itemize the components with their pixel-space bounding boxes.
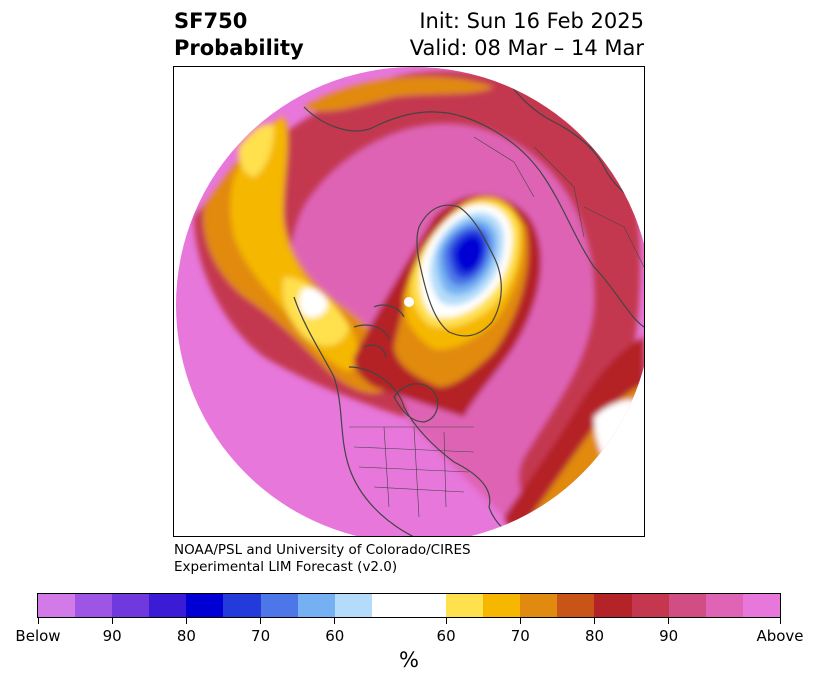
colorbar-tick-label: 70 [510, 627, 530, 645]
colorbar-segment [112, 594, 150, 617]
colorbar-tick-label: Below [15, 627, 61, 645]
colorbar-tick-label: 90 [102, 627, 122, 645]
title-variable: SF750 [174, 9, 248, 33]
colorbar-tick-label: 60 [436, 627, 456, 645]
colorbar-tick [185, 618, 187, 624]
colorbar-tick-label: 90 [659, 627, 679, 645]
colorbar-tick-label: 80 [176, 627, 196, 645]
colorbar-tick-label: 60 [325, 627, 345, 645]
valid-date: Valid: 08 Mar – 14 Mar [409, 36, 644, 60]
western-light-yellow-band [238, 123, 274, 177]
colorbar-tick [779, 618, 781, 624]
colorbar-segment [334, 594, 372, 617]
colorbar-tick-label: Above [756, 627, 804, 645]
arctic-archipelago [353, 304, 405, 358]
colorbar-segment [631, 594, 669, 617]
eurasia-borders [473, 126, 644, 268]
colorbar-segment [742, 594, 780, 617]
northern-rim-orange-band [304, 76, 494, 112]
coastlines [293, 76, 644, 536]
credit-product: Experimental LIM Forecast (v2.0) [174, 559, 398, 575]
colorbar-segment [371, 594, 447, 617]
colorbar-segment [557, 594, 595, 617]
colorbar-segment [520, 594, 558, 617]
us-states-grid [349, 426, 475, 518]
forecast-dates: Init: Sun 16 Feb 2025 Valid: 08 Mar – 14… [410, 8, 644, 62]
greenland-coast [416, 204, 502, 337]
alaska-neutral-patch [299, 287, 328, 318]
colorbar-tick [111, 618, 113, 624]
colorbar-tick-label: 70 [251, 627, 271, 645]
colorbar-segment [260, 594, 298, 617]
polar-map-svg [176, 67, 644, 536]
eurasia-coast [303, 106, 644, 328]
ridge-band-dark [194, 70, 641, 508]
colorbar-segment [483, 594, 521, 617]
colorbar-segment [297, 594, 335, 617]
colorbar-tick [519, 618, 521, 624]
colorbar-segment [149, 594, 187, 617]
init-date: Init: Sun 16 Feb 2025 [419, 9, 644, 33]
north-pole-neutral-dot [404, 297, 414, 307]
colorbar-tick [445, 618, 447, 624]
north-america-coast [293, 296, 520, 536]
colorbar-tick [668, 618, 670, 624]
hudson-bay-coast [393, 383, 439, 423]
colorbar-segment [75, 594, 113, 617]
credit-org: NOAA/PSL and University of Colorado/CIRE… [174, 542, 471, 558]
figure-title: SF750 Probability [174, 8, 304, 62]
colorbar-segment [705, 594, 743, 617]
credit-block: NOAA/PSL and University of Colorado/CIRE… [174, 542, 471, 576]
colorbar-segment [594, 594, 632, 617]
arctic-below-90-area [455, 236, 483, 272]
colorbar-segment [223, 594, 261, 617]
colorbar-segment [446, 594, 484, 617]
colorbar-tick [260, 618, 262, 624]
colorbar [37, 593, 781, 618]
probability-map [173, 66, 645, 537]
colorbar-units: % [399, 648, 419, 672]
probability-field [176, 67, 644, 536]
colorbar-segment [668, 594, 706, 617]
pacific-dark-band [504, 337, 644, 536]
colorbar-tick [334, 618, 336, 624]
colorbar-segment [38, 594, 76, 617]
colorbar-tick-label: 80 [584, 627, 605, 645]
colorbar-tick [37, 618, 39, 624]
colorbar-tick [594, 618, 595, 624]
title-metric: Probability [174, 36, 304, 60]
colorbar-segment [186, 594, 224, 617]
europe-coast [503, 76, 644, 208]
